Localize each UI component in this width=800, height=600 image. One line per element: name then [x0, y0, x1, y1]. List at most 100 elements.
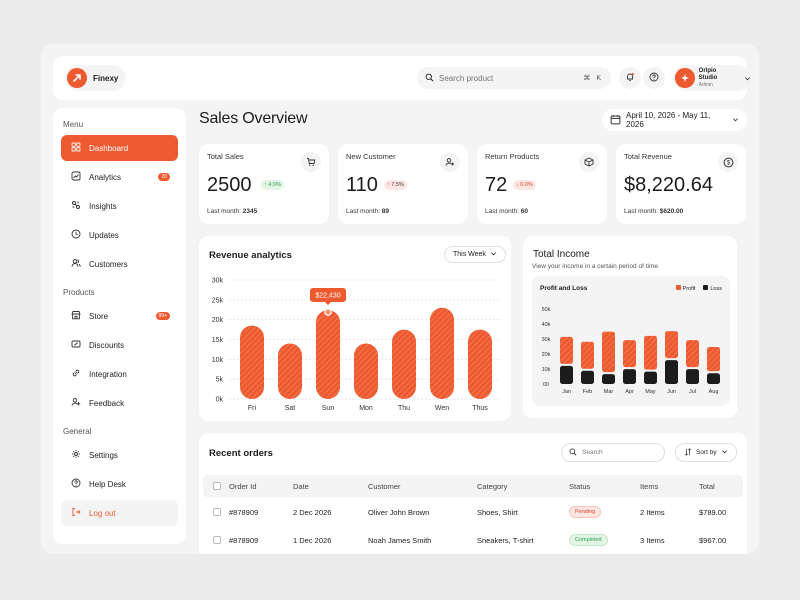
analytics-icon [71, 171, 81, 183]
sidebar-item-label: Discounts [89, 340, 125, 350]
user-menu[interactable]: Orlpio Studio Admin [673, 65, 751, 91]
sidebar-item-integration[interactable]: Integration [61, 361, 178, 387]
stat-label: Return Products [485, 152, 540, 161]
sidebar-item-dashboard[interactable]: Dashboard [61, 135, 178, 161]
user-role: Admin [698, 81, 713, 88]
count-badge: 20 [158, 173, 170, 181]
column-order-id[interactable]: Order Id [229, 482, 257, 491]
stat-value: $8,220.64 [624, 174, 713, 196]
y-tick-label: 10k [542, 367, 551, 373]
dashboard-icon [71, 142, 81, 154]
logout-icon [71, 507, 81, 519]
column-date[interactable]: Date [293, 482, 309, 491]
sidebar-item-logout[interactable]: Log out [61, 500, 178, 526]
x-tick-label: Feb [583, 389, 592, 395]
last-month-value: 60 [520, 208, 529, 215]
revenue-analytics-card: Revenue analytics This Week 0k 5k 10k 15k 20… [199, 236, 511, 421]
orders-search-placeholder: Search [582, 449, 603, 456]
row-checkbox[interactable] [213, 508, 221, 516]
sort-label: Sort by [696, 449, 717, 456]
row-checkbox[interactable] [213, 536, 221, 544]
stat-value: 2500 [207, 174, 252, 196]
app-window: Finexy ⌘ K Orlpio Studio Admin [41, 44, 759, 554]
sidebar-item-settings[interactable]: Settings [61, 442, 178, 468]
column-items[interactable]: Items [640, 482, 659, 491]
status-badge: Completed [569, 534, 608, 546]
select-all-checkbox[interactable] [213, 482, 221, 490]
stat-value: 72 [485, 174, 508, 196]
order-items: 2 Items [640, 508, 665, 517]
tooltip-box [310, 288, 346, 303]
sidebar-item-label: Analytics [89, 172, 122, 182]
last-month-value: $620.00 [659, 208, 684, 215]
sidebar-item-store[interactable]: Store 99+ [61, 303, 178, 329]
feedback-icon [71, 397, 81, 409]
sidebar-item-insights[interactable]: Insights [61, 193, 178, 219]
date-range-text: April 10, 2026 - May 11, 2026 [626, 111, 711, 129]
sort-button[interactable]: Sort by [675, 443, 737, 462]
x-tick-label: Sat [285, 405, 296, 412]
period-select[interactable]: This Week [444, 246, 506, 263]
column-category[interactable]: Category [477, 482, 508, 491]
change-badge: ↑ 7.5% [384, 180, 407, 190]
x-tick-label: Apr [625, 389, 634, 395]
sidebar-item-label: Dashboard [89, 143, 129, 153]
sidebar-item-feedback[interactable]: Feedback [61, 390, 178, 416]
help-icon [71, 478, 81, 490]
sidebar-item-label: Integration [89, 369, 127, 379]
last-month: Last month: 2345 [207, 208, 258, 215]
y-tick-label: 30k [212, 278, 224, 285]
loss-bar [686, 369, 699, 384]
notification-button[interactable] [619, 67, 641, 89]
orders-search[interactable]: Search [561, 443, 665, 462]
sidebar-item-updates[interactable]: Updates [61, 222, 178, 248]
sidebar-item-analytics[interactable]: Analytics 20 [61, 164, 178, 190]
revenue-bar-chart: 0k 5k 10k 15k 20k 25k 30k Fri Sat Sun $22,430 Mon Th… [212, 278, 499, 412]
box-icon [579, 152, 599, 172]
loss-bar [707, 373, 720, 384]
logo[interactable]: Finexy [65, 65, 127, 91]
tooltip-pointer [325, 302, 331, 306]
column-total[interactable]: Total [699, 482, 715, 491]
column-customer[interactable]: Customer [368, 482, 401, 491]
loss-bar [665, 360, 678, 384]
sidebar-item-discounts[interactable]: Discounts [61, 332, 178, 358]
y-tick-label: 5k [216, 377, 224, 384]
x-tick-label: Thus [472, 405, 488, 412]
profit-loss-chart: 00 10k 20k 30k 40k 50k Jan Feb Mar Apr May Jun Jul Au… [542, 307, 720, 395]
top-bar: Finexy ⌘ K Orlpio Studio Admin [53, 56, 751, 100]
sidebar-item-label: Settings [89, 450, 118, 460]
discounts-icon [71, 339, 81, 351]
loss-bar [602, 374, 615, 384]
card-title: Revenue analytics [209, 250, 292, 261]
y-tick-label: 00 [543, 382, 549, 388]
column-status[interactable]: Status [569, 482, 591, 491]
recent-orders-card: Recent orders Search Sort by Order Id Da… [199, 433, 747, 554]
help-button[interactable] [643, 67, 665, 89]
stat-card-new-customer: New Customer 110 ↑ 7.5% Last month: 89 [338, 144, 468, 224]
order-id: #878909 [229, 536, 259, 545]
bar [468, 329, 492, 399]
stat-label: New Customer [346, 152, 396, 161]
x-tick-label: Thu [398, 405, 410, 412]
date-range-picker[interactable]: April 10, 2026 - May 11, 2026 [602, 109, 747, 131]
order-items: 3 Items [640, 536, 665, 545]
sidebar-item-help-desk[interactable]: Help Desk [61, 471, 178, 497]
card-subtitle: View your income in a certain period of … [532, 263, 658, 270]
stat-card-return-products: Return Products 72 ↓ 6.0% Last month: 60 [477, 144, 607, 224]
card-title: Recent orders [209, 448, 273, 459]
profit-bar [560, 336, 573, 364]
x-tick-label: Jan [562, 389, 571, 395]
sidebar-item-customers[interactable]: Customers [61, 251, 178, 277]
search-input[interactable] [439, 73, 579, 83]
table-row[interactable]: #878909 1 Dec 2026 Noah James Smith Snea… [203, 528, 743, 552]
y-tick-label: 20k [212, 317, 224, 324]
bar [240, 325, 264, 399]
search-bar[interactable]: ⌘ K [417, 67, 611, 89]
app-name: Finexy [93, 73, 119, 83]
chart-legend: Profit Loss [675, 285, 722, 292]
chevron-down-icon [732, 116, 739, 125]
table-row[interactable]: #878909 2 Dec 2026 Oliver John Brown Sho… [203, 500, 743, 524]
status-badge: Pending [569, 506, 602, 518]
table-header: Order Id Date Customer Category Status I… [203, 475, 743, 497]
